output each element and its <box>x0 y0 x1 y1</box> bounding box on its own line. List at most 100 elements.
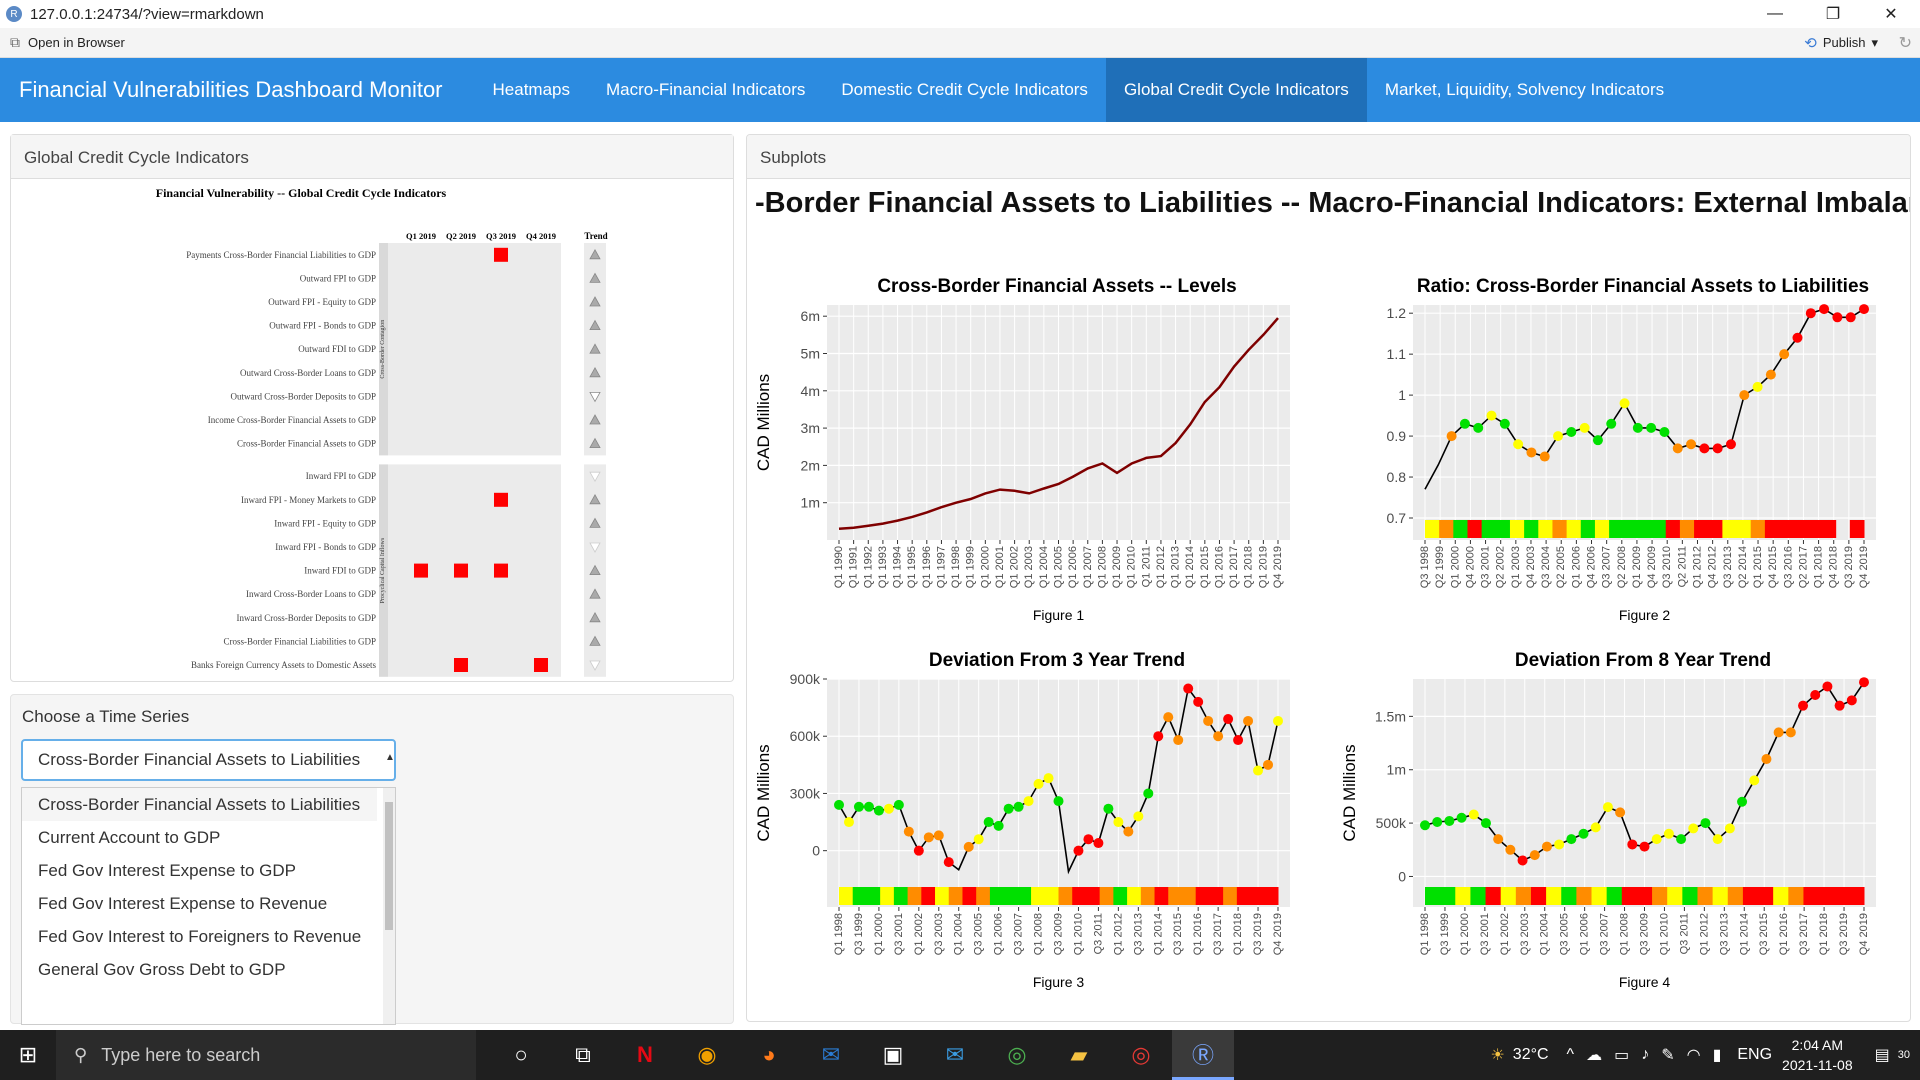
cortana-icon[interactable]: ○ <box>514 1042 528 1067</box>
heatmap-group-strip <box>379 243 388 456</box>
pen-icon[interactable]: ✎ <box>1661 1047 1675 1064</box>
signal-strip-cell <box>1154 887 1169 905</box>
refresh-icon[interactable]: ↻ <box>1898 34 1912 52</box>
open-browser-icon[interactable]: ⧉ <box>10 34 20 50</box>
nav-tab-domestic-credit[interactable]: Domestic Credit Cycle Indicators <box>841 80 1088 99</box>
volume-icon[interactable]: ♪ <box>1641 1046 1650 1063</box>
heatmap-cell <box>494 563 508 578</box>
publish-button[interactable]: ⟲ Publish ▾ <box>1804 34 1878 52</box>
nav-tab-macro-financial[interactable]: Macro-Financial Indicators <box>606 80 806 99</box>
dropdown-option[interactable]: Cross-Border Financial Assets to Liabili… <box>22 788 377 821</box>
nav-tab-global-credit[interactable]: Global Credit Cycle Indicators <box>1105 58 1367 122</box>
y-tick-label: 300k <box>790 785 821 801</box>
heatmap-row-label: Outward Cross-Border Deposits to GDP <box>231 391 377 401</box>
heatmap-column-label: Q2 2019 <box>446 231 476 241</box>
trend-arrow-icon <box>589 493 601 505</box>
plot-title: Deviation From 3 Year Trend <box>929 650 1185 671</box>
trend-arrow-icon <box>589 660 601 671</box>
clock-time: 2:04 AM <box>1791 1037 1844 1053</box>
x-tick-label: Q1 2018 <box>1818 913 1830 955</box>
signal-strip-cell <box>1773 887 1789 905</box>
dropdown-option[interactable]: Fed Gov Interest to Foreigners to Revenu… <box>38 927 362 946</box>
mail-icon[interactable]: ✉ <box>945 1042 965 1067</box>
data-point <box>853 801 864 812</box>
data-point <box>1859 677 1869 688</box>
signal-strip-cell <box>1679 520 1695 538</box>
signal-strip-cell <box>1209 887 1224 905</box>
trend-arrow-icon <box>589 366 601 378</box>
y-tick-label: 1 <box>1398 387 1406 403</box>
signal-strip-cell <box>1727 887 1744 905</box>
data-point <box>1153 731 1164 742</box>
signal-strip-cell <box>1181 887 1197 905</box>
trend-arrow-icon <box>589 272 601 283</box>
x-tick-label: Q2 1999 <box>1434 546 1446 588</box>
x-tick-label: Q4 2003 <box>1525 546 1537 588</box>
data-point <box>1526 447 1537 458</box>
dropdown-option[interactable]: Current Account to GDP <box>38 828 221 847</box>
windows-start-icon[interactable]: ⊞ <box>18 1042 38 1067</box>
display-icon[interactable]: ▭ <box>1614 1047 1630 1064</box>
data-point <box>1517 855 1528 866</box>
caret-up-icon: ▲ <box>385 752 395 763</box>
time-series-select[interactable]: Cross-Border Financial Assets to Liabili… <box>21 739 396 781</box>
outlook-icon[interactable]: ✉ <box>821 1042 841 1067</box>
file-explorer-icon[interactable]: ▰ <box>1070 1042 1088 1067</box>
dropdown-option[interactable]: Fed Gov Interest Expense to GDP <box>38 861 296 880</box>
data-point <box>1676 834 1687 845</box>
firefox-icon[interactable]: ◕ <box>762 1042 776 1067</box>
trend-arrow-icon <box>589 564 601 576</box>
open-in-browser-button[interactable]: Open in Browser <box>28 35 125 50</box>
weather-temp[interactable]: 32°C <box>1512 1046 1549 1063</box>
signal-strip-cell <box>1636 887 1653 905</box>
signal-strip-cell <box>1470 887 1487 905</box>
close-icon[interactable]: ✕ <box>1884 6 1898 23</box>
x-tick-label: Q3 2005 <box>1559 913 1571 955</box>
x-tick-label: Q4 2019 <box>1272 913 1284 955</box>
chrome-profile-icon[interactable]: ◎ <box>1131 1042 1151 1067</box>
heatmap-cell <box>494 247 508 262</box>
language-indicator[interactable]: ENG <box>1737 1046 1773 1063</box>
signal-strip-cell <box>1848 887 1865 905</box>
x-tick-label: Q1 2011 <box>1140 546 1152 587</box>
heatmap-row-label: Inward FPI - Money Markets to GDP <box>241 495 376 505</box>
signal-strip-cell <box>1788 887 1804 905</box>
network-icon[interactable]: ☁ <box>1586 1047 1603 1064</box>
signal-strip-cell <box>921 887 936 905</box>
data-point <box>893 799 904 810</box>
data-point <box>1779 349 1790 360</box>
x-tick-label: Q3 2019 <box>1843 546 1855 588</box>
x-tick-label: Q1 2014 <box>1152 913 1164 955</box>
x-tick-label: Q3 2011 <box>1678 913 1690 954</box>
dropdown-scrollbar[interactable] <box>383 788 395 1024</box>
dropdown-option[interactable]: Fed Gov Interest Expense to Revenue <box>38 894 328 913</box>
x-tick-label: Q4 2009 <box>1646 546 1658 588</box>
taskbar-clock[interactable]: 2:04 AM 2021-11-08 <box>1782 1035 1853 1075</box>
signal-strip-cell <box>1168 887 1183 905</box>
data-point <box>1798 700 1809 711</box>
vpn-icon[interactable]: ◉ <box>697 1042 717 1067</box>
restore-icon[interactable]: ❐ <box>1825 6 1841 23</box>
x-tick-label: Q1 2004 <box>1539 913 1551 955</box>
store-icon[interactable]: ▣ <box>882 1042 904 1067</box>
signal-strip-cell <box>866 887 881 905</box>
brand-title[interactable]: Financial Vulnerabilities Dashboard Moni… <box>19 77 443 102</box>
data-point <box>1173 735 1184 746</box>
dropdown-option[interactable]: General Gov Gross Debt to GDP <box>38 960 286 979</box>
nav-tab-heatmaps[interactable]: Heatmaps <box>492 80 570 99</box>
battery-icon[interactable]: ▮ <box>1712 1047 1722 1064</box>
netflix-icon[interactable]: N <box>637 1042 653 1067</box>
tray-chevron-icon[interactable]: ^ <box>1566 1046 1575 1063</box>
minimize-icon[interactable]: — <box>1767 5 1783 22</box>
chrome-icon[interactable]: ◎ <box>1007 1042 1027 1067</box>
x-tick-label: Q1 2014 <box>1184 546 1196 588</box>
rstudio-taskbar-icon[interactable]: Ⓡ <box>1172 1030 1234 1080</box>
task-view-icon[interactable]: ⧉ <box>575 1042 591 1067</box>
taskbar-search[interactable]: ⚲ Type here to search <box>56 1030 476 1080</box>
data-point <box>1073 845 1084 856</box>
wifi-icon[interactable]: ◠ <box>1686 1047 1701 1064</box>
scrollbar-thumb[interactable] <box>385 802 393 930</box>
nav-tab-market-liquidity[interactable]: Market, Liquidity, Solvency Indicators <box>1384 80 1665 99</box>
data-point <box>1749 775 1760 786</box>
notification-icon[interactable]: ▤ <box>1874 1047 1890 1064</box>
